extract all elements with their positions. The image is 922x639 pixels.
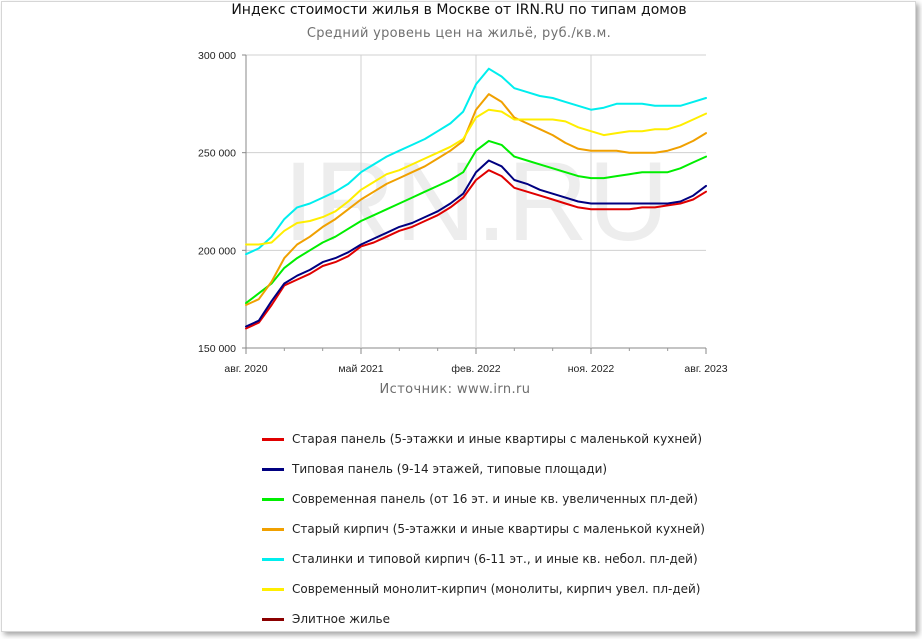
legend-label: Современная панель (от 16 эт. и иные кв.… (292, 492, 698, 506)
legend-label: Сталинки и типовой кирпич (6-11 эт., и и… (292, 552, 698, 566)
legend-label: Типовая панель (9-14 этажей, типовые пло… (292, 462, 608, 476)
chart-legend: Старая панель (5-этажки и иные квартиры … (262, 424, 705, 634)
y-tick-label: 200 000 (198, 245, 236, 257)
series-line-5 (245, 67, 707, 256)
x-tick-label: авг. 2023 (684, 363, 727, 375)
y-tick-label: 250 000 (198, 148, 236, 160)
legend-label: Старый кирпич (5-этажки и иные квартиры … (292, 522, 705, 536)
legend-swatch (262, 527, 284, 531)
x-tick-label: ноя. 2022 (568, 363, 615, 375)
chart-title: Индекс стоимости жилья в Москве от IRN.R… (231, 2, 687, 18)
series-line-4 (245, 93, 707, 306)
series-line-2 (245, 159, 707, 328)
legend-label: Современный монолит-кирпич (монолиты, ки… (292, 582, 701, 596)
y-tick-label: 300 000 (198, 50, 236, 62)
chart-frame (1, 1, 916, 632)
legend-item-2: Типовая панель (9-14 этажей, типовые пло… (262, 454, 705, 484)
series-line-3 (245, 139, 707, 305)
series-line-1 (245, 169, 707, 330)
chart-source: Источник: www.irn.ru (379, 382, 531, 397)
legend-item-1: Старая панель (5-этажки и иные квартиры … (262, 424, 705, 454)
legend-swatch (262, 587, 284, 591)
legend-item-7: Элитное жилье (262, 604, 705, 634)
x-tick-label: фев. 2022 (451, 363, 500, 375)
legend-swatch (262, 557, 284, 561)
chart-subtitle: Средний уровень цен на жильё, руб./кв.м. (306, 26, 612, 41)
legend-item-4: Старый кирпич (5-этажки и иные квартиры … (262, 514, 705, 544)
series-line-6 (245, 108, 707, 246)
legend-swatch (262, 437, 284, 441)
x-tick-label: авг. 2020 (224, 363, 267, 375)
legend-label: Старая панель (5-этажки и иные квартиры … (292, 432, 703, 446)
x-tick-label: май 2021 (338, 363, 383, 375)
legend-swatch (262, 617, 284, 621)
legend-swatch (262, 467, 284, 471)
legend-label: Элитное жилье (292, 612, 390, 626)
legend-item-6: Современный монолит-кирпич (монолиты, ки… (262, 574, 705, 604)
legend-swatch (262, 497, 284, 501)
legend-item-5: Сталинки и типовой кирпич (6-11 эт., и и… (262, 544, 705, 574)
legend-item-3: Современная панель (от 16 эт. и иные кв.… (262, 484, 705, 514)
y-tick-label: 150 000 (198, 343, 236, 355)
